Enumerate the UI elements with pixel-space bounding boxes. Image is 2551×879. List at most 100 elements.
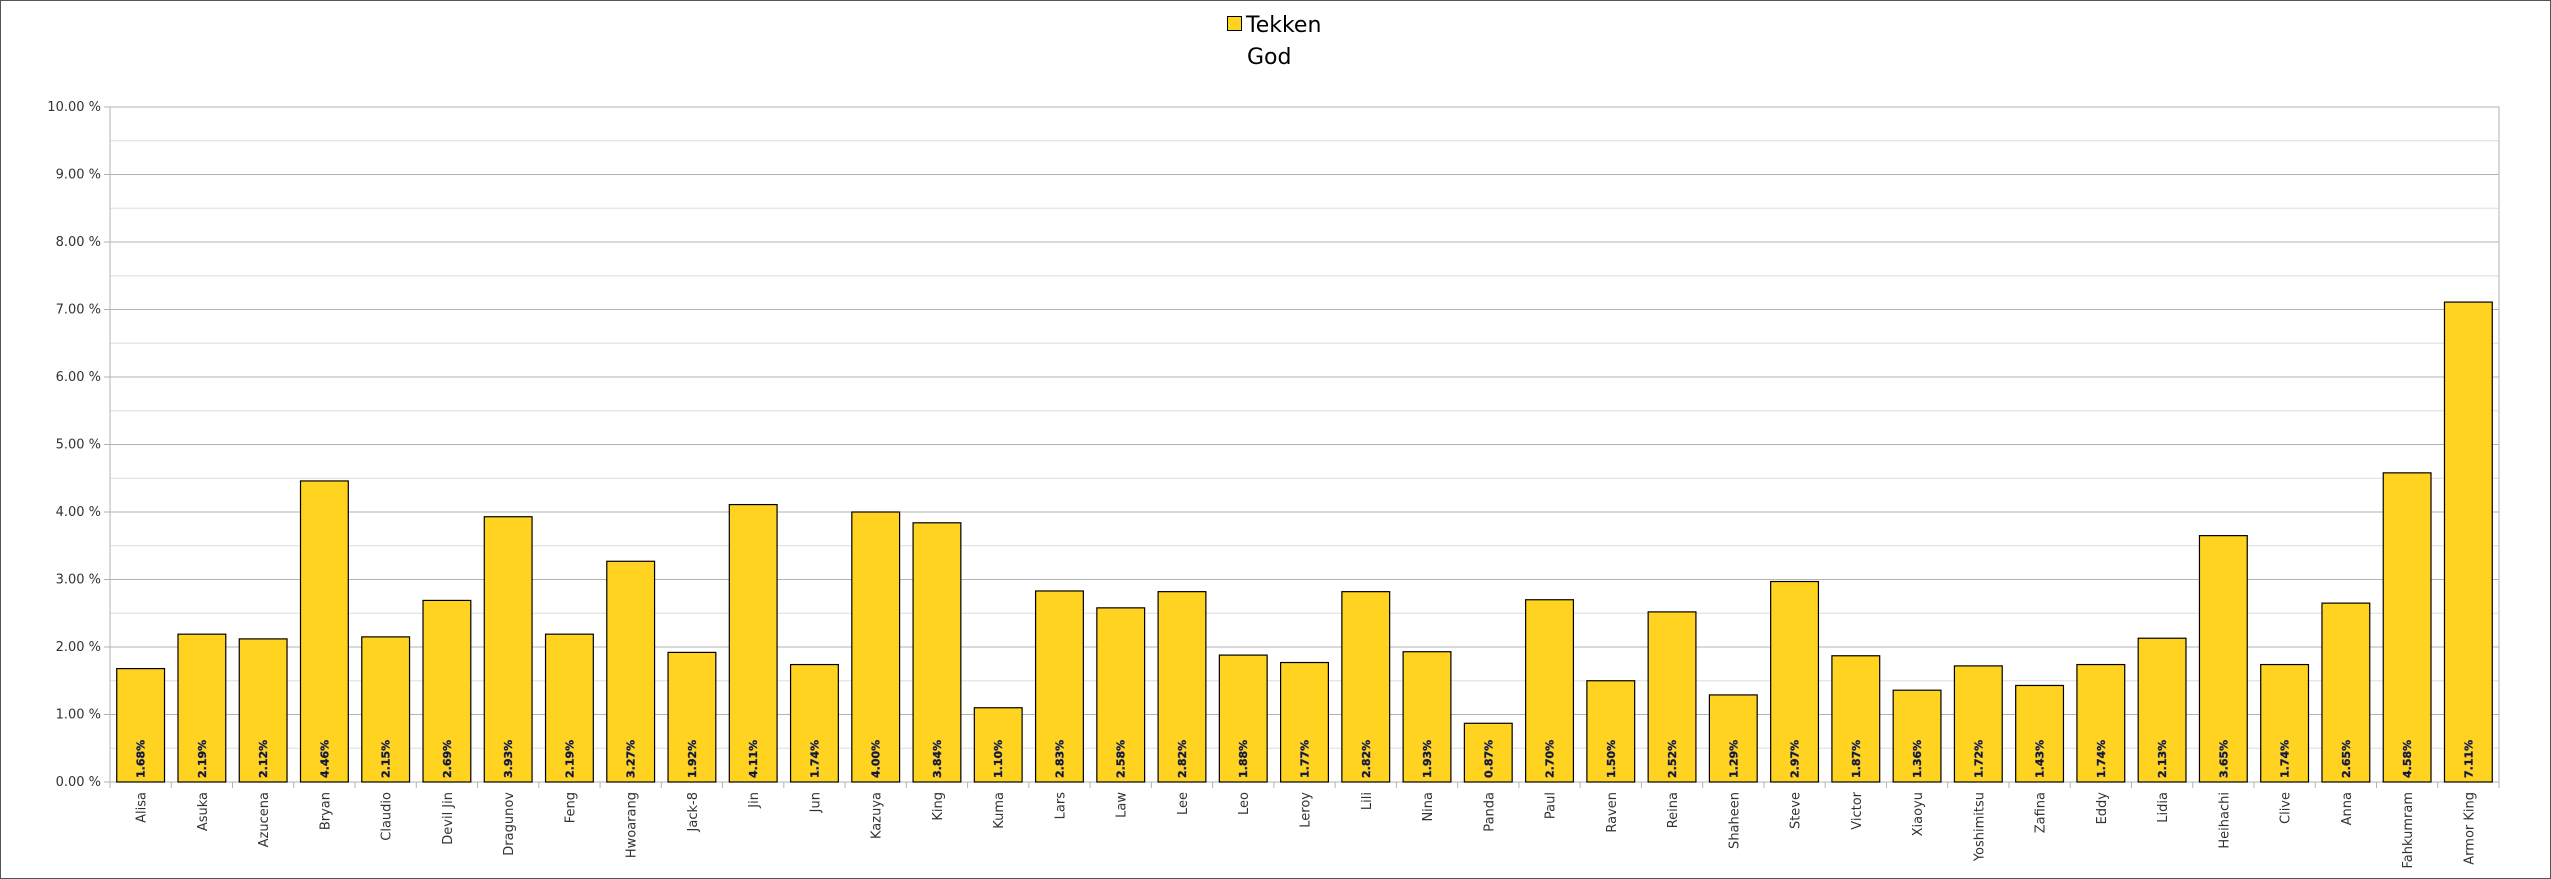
x-category-label: Zafina bbox=[2034, 792, 2049, 833]
data-label: 2.97% bbox=[1789, 740, 1802, 778]
bar-steve bbox=[1770, 580, 1820, 783]
data-label: 1.88% bbox=[1237, 740, 1250, 778]
bar-zafina bbox=[2015, 684, 2065, 783]
x-category-label: Clive bbox=[2279, 792, 2294, 824]
x-category-label: Lidia bbox=[2156, 792, 2171, 823]
x-category-label: Yoshimitsu bbox=[1972, 792, 1987, 862]
bar-raven bbox=[1586, 680, 1636, 783]
legend-swatch-tekken bbox=[1227, 16, 1242, 31]
data-label: 3.65% bbox=[2217, 740, 2230, 778]
x-category-label: Steve bbox=[1789, 792, 1804, 829]
bar-kazuya bbox=[851, 511, 901, 783]
data-label: 2.82% bbox=[1360, 740, 1373, 778]
bar-victor bbox=[1831, 655, 1881, 783]
data-label: 1.36% bbox=[1911, 740, 1924, 778]
x-category-label: Nina bbox=[1421, 792, 1436, 822]
x-category-label: Paul bbox=[1544, 792, 1559, 819]
bar-lars bbox=[1034, 590, 1084, 783]
bar-jack-8 bbox=[667, 651, 717, 783]
data-label: 1.29% bbox=[1727, 740, 1740, 778]
x-category-label: Claudio bbox=[380, 792, 395, 841]
x-category-label: Law bbox=[1115, 792, 1130, 818]
y-tick-label: 0.00 % bbox=[56, 775, 101, 790]
data-label: 4.00% bbox=[870, 740, 883, 778]
bar-eddy bbox=[2076, 663, 2126, 783]
data-label: 2.12% bbox=[257, 740, 270, 778]
data-label: 3.93% bbox=[502, 740, 515, 778]
x-category-label: Asuka bbox=[196, 792, 211, 831]
bar-clive bbox=[2260, 663, 2310, 783]
data-label: 1.10% bbox=[992, 740, 1005, 778]
data-label: 1.93% bbox=[1421, 740, 1434, 778]
x-category-label: Kazuya bbox=[870, 792, 885, 839]
bar-shaheen bbox=[1708, 694, 1758, 783]
chart-title: God bbox=[1247, 45, 1292, 70]
x-category-label: Hwoarang bbox=[625, 792, 640, 858]
y-tick-label: 6.00 % bbox=[56, 370, 101, 385]
bar-panda bbox=[1463, 722, 1513, 783]
bar-hwoarang bbox=[606, 560, 656, 783]
bar-bryan bbox=[299, 480, 349, 783]
y-tick-label: 9.00 % bbox=[56, 168, 101, 183]
data-label: 1.43% bbox=[2034, 740, 2047, 778]
x-category-label: Lee bbox=[1176, 792, 1191, 815]
bar-fahkumram bbox=[2382, 472, 2432, 783]
data-label: 3.27% bbox=[625, 740, 638, 778]
data-label: 1.72% bbox=[1972, 740, 1985, 778]
bar-asuka bbox=[177, 633, 227, 783]
x-category-label: Armor King bbox=[2462, 792, 2477, 865]
bar-king bbox=[912, 522, 962, 783]
data-label: 2.70% bbox=[1544, 740, 1557, 778]
bar-leo bbox=[1218, 654, 1268, 783]
bar-dragunov bbox=[483, 516, 533, 783]
data-label: 2.69% bbox=[441, 740, 454, 778]
bar-alisa bbox=[116, 667, 166, 783]
bar-xiaoyu bbox=[1892, 689, 1942, 783]
bar-claudio bbox=[361, 636, 411, 783]
data-label: 2.65% bbox=[2340, 740, 2353, 778]
x-category-label: Lars bbox=[1053, 792, 1068, 820]
bar-law bbox=[1096, 607, 1146, 783]
x-category-label: Lili bbox=[1360, 792, 1375, 810]
bar-kuma bbox=[973, 707, 1023, 783]
bar-devil-jin bbox=[422, 599, 472, 783]
bar-jin bbox=[728, 503, 778, 783]
x-category-label: Bryan bbox=[318, 792, 333, 830]
bar-yoshimitsu bbox=[1953, 665, 2003, 783]
bar-paul bbox=[1525, 599, 1575, 783]
x-category-label: Shaheen bbox=[1727, 792, 1742, 849]
data-label: 4.58% bbox=[2401, 740, 2414, 778]
data-label: 1.92% bbox=[686, 740, 699, 778]
bar-azucena bbox=[238, 638, 288, 783]
bar-nina bbox=[1402, 651, 1452, 783]
x-category-label: Azucena bbox=[257, 792, 272, 847]
y-tick-label: 10.00 % bbox=[47, 100, 101, 115]
data-label: 2.19% bbox=[563, 740, 576, 778]
y-tick-label: 7.00 % bbox=[56, 303, 101, 318]
data-label: 7.11% bbox=[2462, 740, 2475, 778]
y-tick-label: 5.00 % bbox=[56, 438, 101, 453]
data-label: 1.68% bbox=[135, 740, 148, 778]
bar-lili bbox=[1341, 591, 1391, 783]
y-tick-label: 2.00 % bbox=[56, 640, 101, 655]
x-category-label: Fahkumram bbox=[2401, 792, 2416, 869]
x-category-label: Alisa bbox=[135, 792, 150, 823]
data-label: 1.74% bbox=[808, 740, 821, 778]
data-label: 2.83% bbox=[1053, 740, 1066, 778]
x-category-label: Anna bbox=[2340, 792, 2355, 825]
x-category-label: Eddy bbox=[2095, 792, 2110, 825]
data-label: 1.77% bbox=[1299, 740, 1312, 778]
x-category-label: Leroy bbox=[1299, 792, 1314, 828]
bar-armor-king bbox=[2443, 301, 2493, 783]
bar-leroy bbox=[1280, 661, 1329, 783]
bar-anna bbox=[2321, 602, 2371, 783]
data-label: 0.87% bbox=[1482, 740, 1495, 778]
x-category-label: Raven bbox=[1605, 792, 1620, 833]
bar-lidia bbox=[2137, 637, 2187, 783]
data-label: 4.46% bbox=[318, 740, 331, 778]
data-label: 2.82% bbox=[1176, 740, 1189, 778]
x-category-label: Jin bbox=[747, 792, 762, 809]
data-label: 1.87% bbox=[1850, 740, 1863, 778]
y-tick-label: 8.00 % bbox=[56, 235, 101, 250]
